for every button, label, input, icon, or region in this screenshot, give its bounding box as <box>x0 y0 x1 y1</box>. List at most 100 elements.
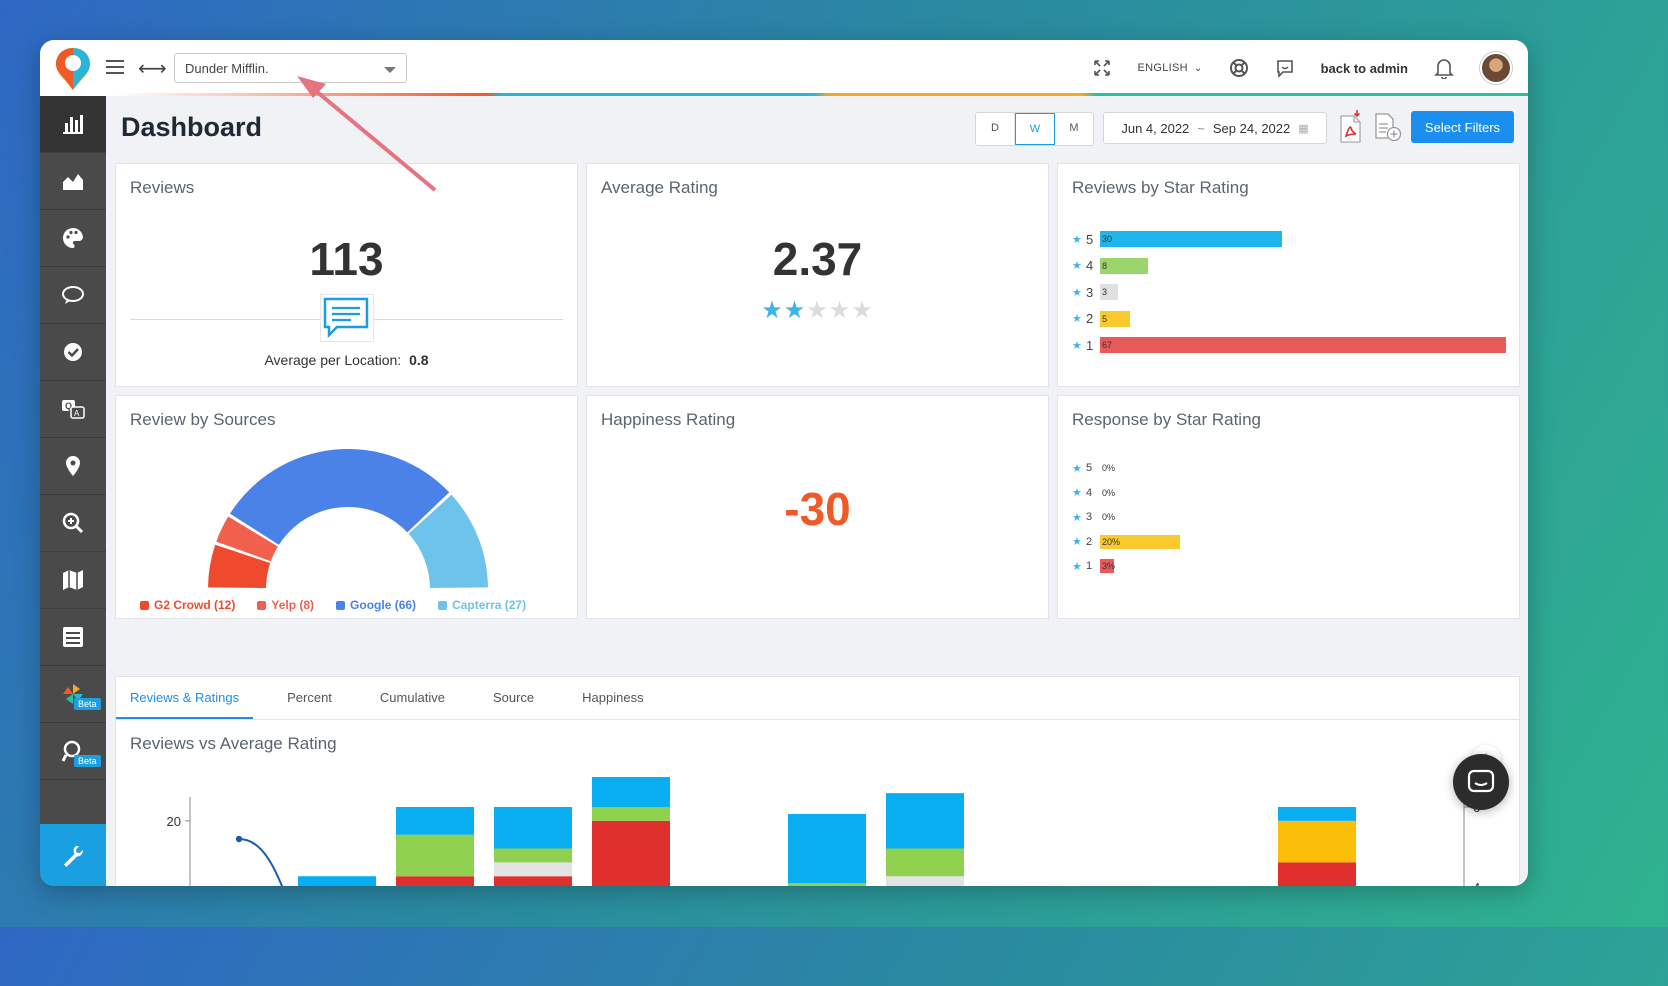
star-icon: ★ <box>1072 339 1082 352</box>
beta-badge: Beta <box>74 698 101 710</box>
back-to-admin-link[interactable]: back to admin <box>1320 60 1408 76</box>
sidebar-item-locations[interactable] <box>40 438 106 495</box>
rating-row: ★ 2 20% <box>1072 530 1512 555</box>
period-day-button[interactable]: D <box>976 113 1015 143</box>
star-icon: ★ <box>1072 511 1082 524</box>
settings-tool-button[interactable] <box>40 824 106 886</box>
legend-item[interactable]: Yelp (8) <box>257 598 314 612</box>
list-board-icon <box>63 627 83 647</box>
star-rating-rows: ★ 5 30 ★ 4 8 ★ 3 3 ★ 2 5 ★ 1 67 <box>1072 226 1512 359</box>
date-range-picker[interactable]: Jun 4, 2022 ~ Sep 24, 2022 ▦ <box>1103 112 1327 144</box>
rating-bar: 30 <box>1100 231 1282 248</box>
tab-percent[interactable]: Percent <box>287 690 332 705</box>
chat-launcher-button[interactable] <box>1453 754 1509 810</box>
chart-title: Reviews vs Average Rating <box>130 734 337 753</box>
star-empty-icon: ★ <box>828 297 852 324</box>
rating-row-star: 5 <box>1086 462 1093 475</box>
sidebar-item-search[interactable] <box>40 495 106 552</box>
app-logo[interactable] <box>54 46 92 92</box>
menu-toggle-button[interactable] <box>106 60 124 74</box>
sidebar-item-dashboard[interactable] <box>40 96 106 153</box>
legend-item[interactable]: Google (66) <box>336 598 416 612</box>
user-avatar[interactable] <box>1480 52 1512 84</box>
sidebar-item-reports[interactable] <box>40 609 106 666</box>
main-content: Dashboard D W M Jun 4, 2022 ~ Sep 24, 20… <box>106 96 1528 886</box>
wrench-icon <box>64 845 84 867</box>
tab-reviews-ratings[interactable]: Reviews & Ratings <box>116 677 254 719</box>
chart-bar-segment <box>1278 862 1356 886</box>
tab-happiness[interactable]: Happiness <box>582 690 644 705</box>
chart-bar-segment <box>886 848 964 877</box>
select-filters-button[interactable]: Select Filters <box>1411 111 1514 143</box>
rating-bar: 0% <box>1102 463 1116 474</box>
rating-row: ★ 1 3% <box>1072 554 1512 579</box>
pdf-download-icon[interactable] <box>1338 110 1364 144</box>
average-rating-card: Average Rating 2.37 ★★★★★ <box>586 163 1049 387</box>
rating-bar: 3 <box>1100 284 1119 301</box>
average-per-location-value: 0.8 <box>409 352 429 368</box>
rating-row-star: 5 <box>1086 231 1094 247</box>
gauge-slice[interactable] <box>408 494 488 589</box>
language-select[interactable]: ENGLISH ⌄ <box>1137 62 1202 74</box>
sidebar-item-beta-search[interactable]: Beta <box>40 723 106 780</box>
chart-bar-segment <box>886 876 964 886</box>
sidebar-item-map[interactable] <box>40 552 106 609</box>
legend-label: G2 Crowd (12) <box>154 598 236 612</box>
svg-text:Q: Q <box>65 401 72 411</box>
rating-row: ★ 3 0% <box>1072 505 1512 530</box>
location-pin-icon <box>66 456 80 476</box>
sidebar-item-beta-pinwheel[interactable]: Beta <box>40 666 106 723</box>
legend-item[interactable]: G2 Crowd (12) <box>140 598 235 612</box>
qa-icon: QA <box>62 400 85 419</box>
rating-bar: 20% <box>1100 534 1180 549</box>
y-tick-label-left: 20 <box>167 814 181 829</box>
legend-label: Google (66) <box>350 598 417 612</box>
rating-row-star: 2 <box>1086 311 1094 327</box>
add-report-icon[interactable] <box>1374 112 1402 144</box>
sidebar-item-palette[interactable] <box>40 210 106 267</box>
rating-bar: 0% <box>1102 487 1116 498</box>
rating-row-star: 2 <box>1086 535 1093 548</box>
tab-cumulative[interactable]: Cumulative <box>379 690 445 705</box>
period-week-button[interactable]: W <box>1015 113 1055 145</box>
rating-row: ★ 4 0% <box>1072 481 1512 506</box>
legend-swatch <box>336 600 346 610</box>
average-rating-card-title: Average Rating <box>601 178 718 197</box>
average-per-location-label: Average per Location: <box>264 352 402 368</box>
response-rows: ★ 5 0% ★ 4 0% ★ 3 0% ★ 2 20% ★ 1 3% <box>1072 456 1512 579</box>
sidebar-item-tasks[interactable] <box>40 324 106 381</box>
pinwheel-icon <box>63 684 83 704</box>
chart-tabs: Reviews & Ratings Percent Cumulative Source… <box>116 677 1519 720</box>
top-right-actions: ENGLISH ⌄ back to admin <box>1067 40 1512 96</box>
sidebar-item-analytics[interactable] <box>40 153 106 210</box>
reviews-total: 113 <box>309 233 384 285</box>
chart-bar-segment <box>592 777 670 807</box>
gauge-slice[interactable] <box>229 448 450 545</box>
rating-row-star: 4 <box>1086 486 1093 499</box>
company-select[interactable]: Dunder Mifflin. <box>174 53 407 83</box>
fullscreen-icon[interactable] <box>1093 59 1111 77</box>
sidebar-item-reviews[interactable] <box>40 267 106 324</box>
chat-bubble-icon <box>62 286 84 304</box>
average-rating-value: 2.37 <box>772 233 863 285</box>
period-month-button[interactable]: M <box>1069 122 1079 134</box>
chart-bar-segment <box>592 807 670 821</box>
expand-sidebar-icon[interactable]: ⟷ <box>138 58 167 80</box>
tab-source[interactable]: Source <box>492 690 535 705</box>
response-card-title: Response by Star Rating <box>1072 410 1261 429</box>
gauge-slice[interactable] <box>208 544 271 589</box>
map-icon <box>63 570 83 590</box>
average-rating-point <box>235 835 243 843</box>
gauge-slice[interactable] <box>216 516 278 562</box>
happiness-card-title: Happiness Rating <box>601 410 736 429</box>
legend-item[interactable]: Capterra (27) <box>438 598 526 612</box>
help-lifebuoy-icon[interactable] <box>1229 58 1249 78</box>
search-refresh-icon <box>61 740 81 762</box>
bell-icon[interactable] <box>1434 57 1454 79</box>
message-icon[interactable] <box>1275 58 1295 78</box>
rating-bar: 67 <box>1100 337 1506 354</box>
rating-bar: 5 <box>1100 310 1131 327</box>
chart-bar-segment <box>886 793 964 849</box>
chevron-down-icon: ⌄ <box>1193 63 1203 74</box>
